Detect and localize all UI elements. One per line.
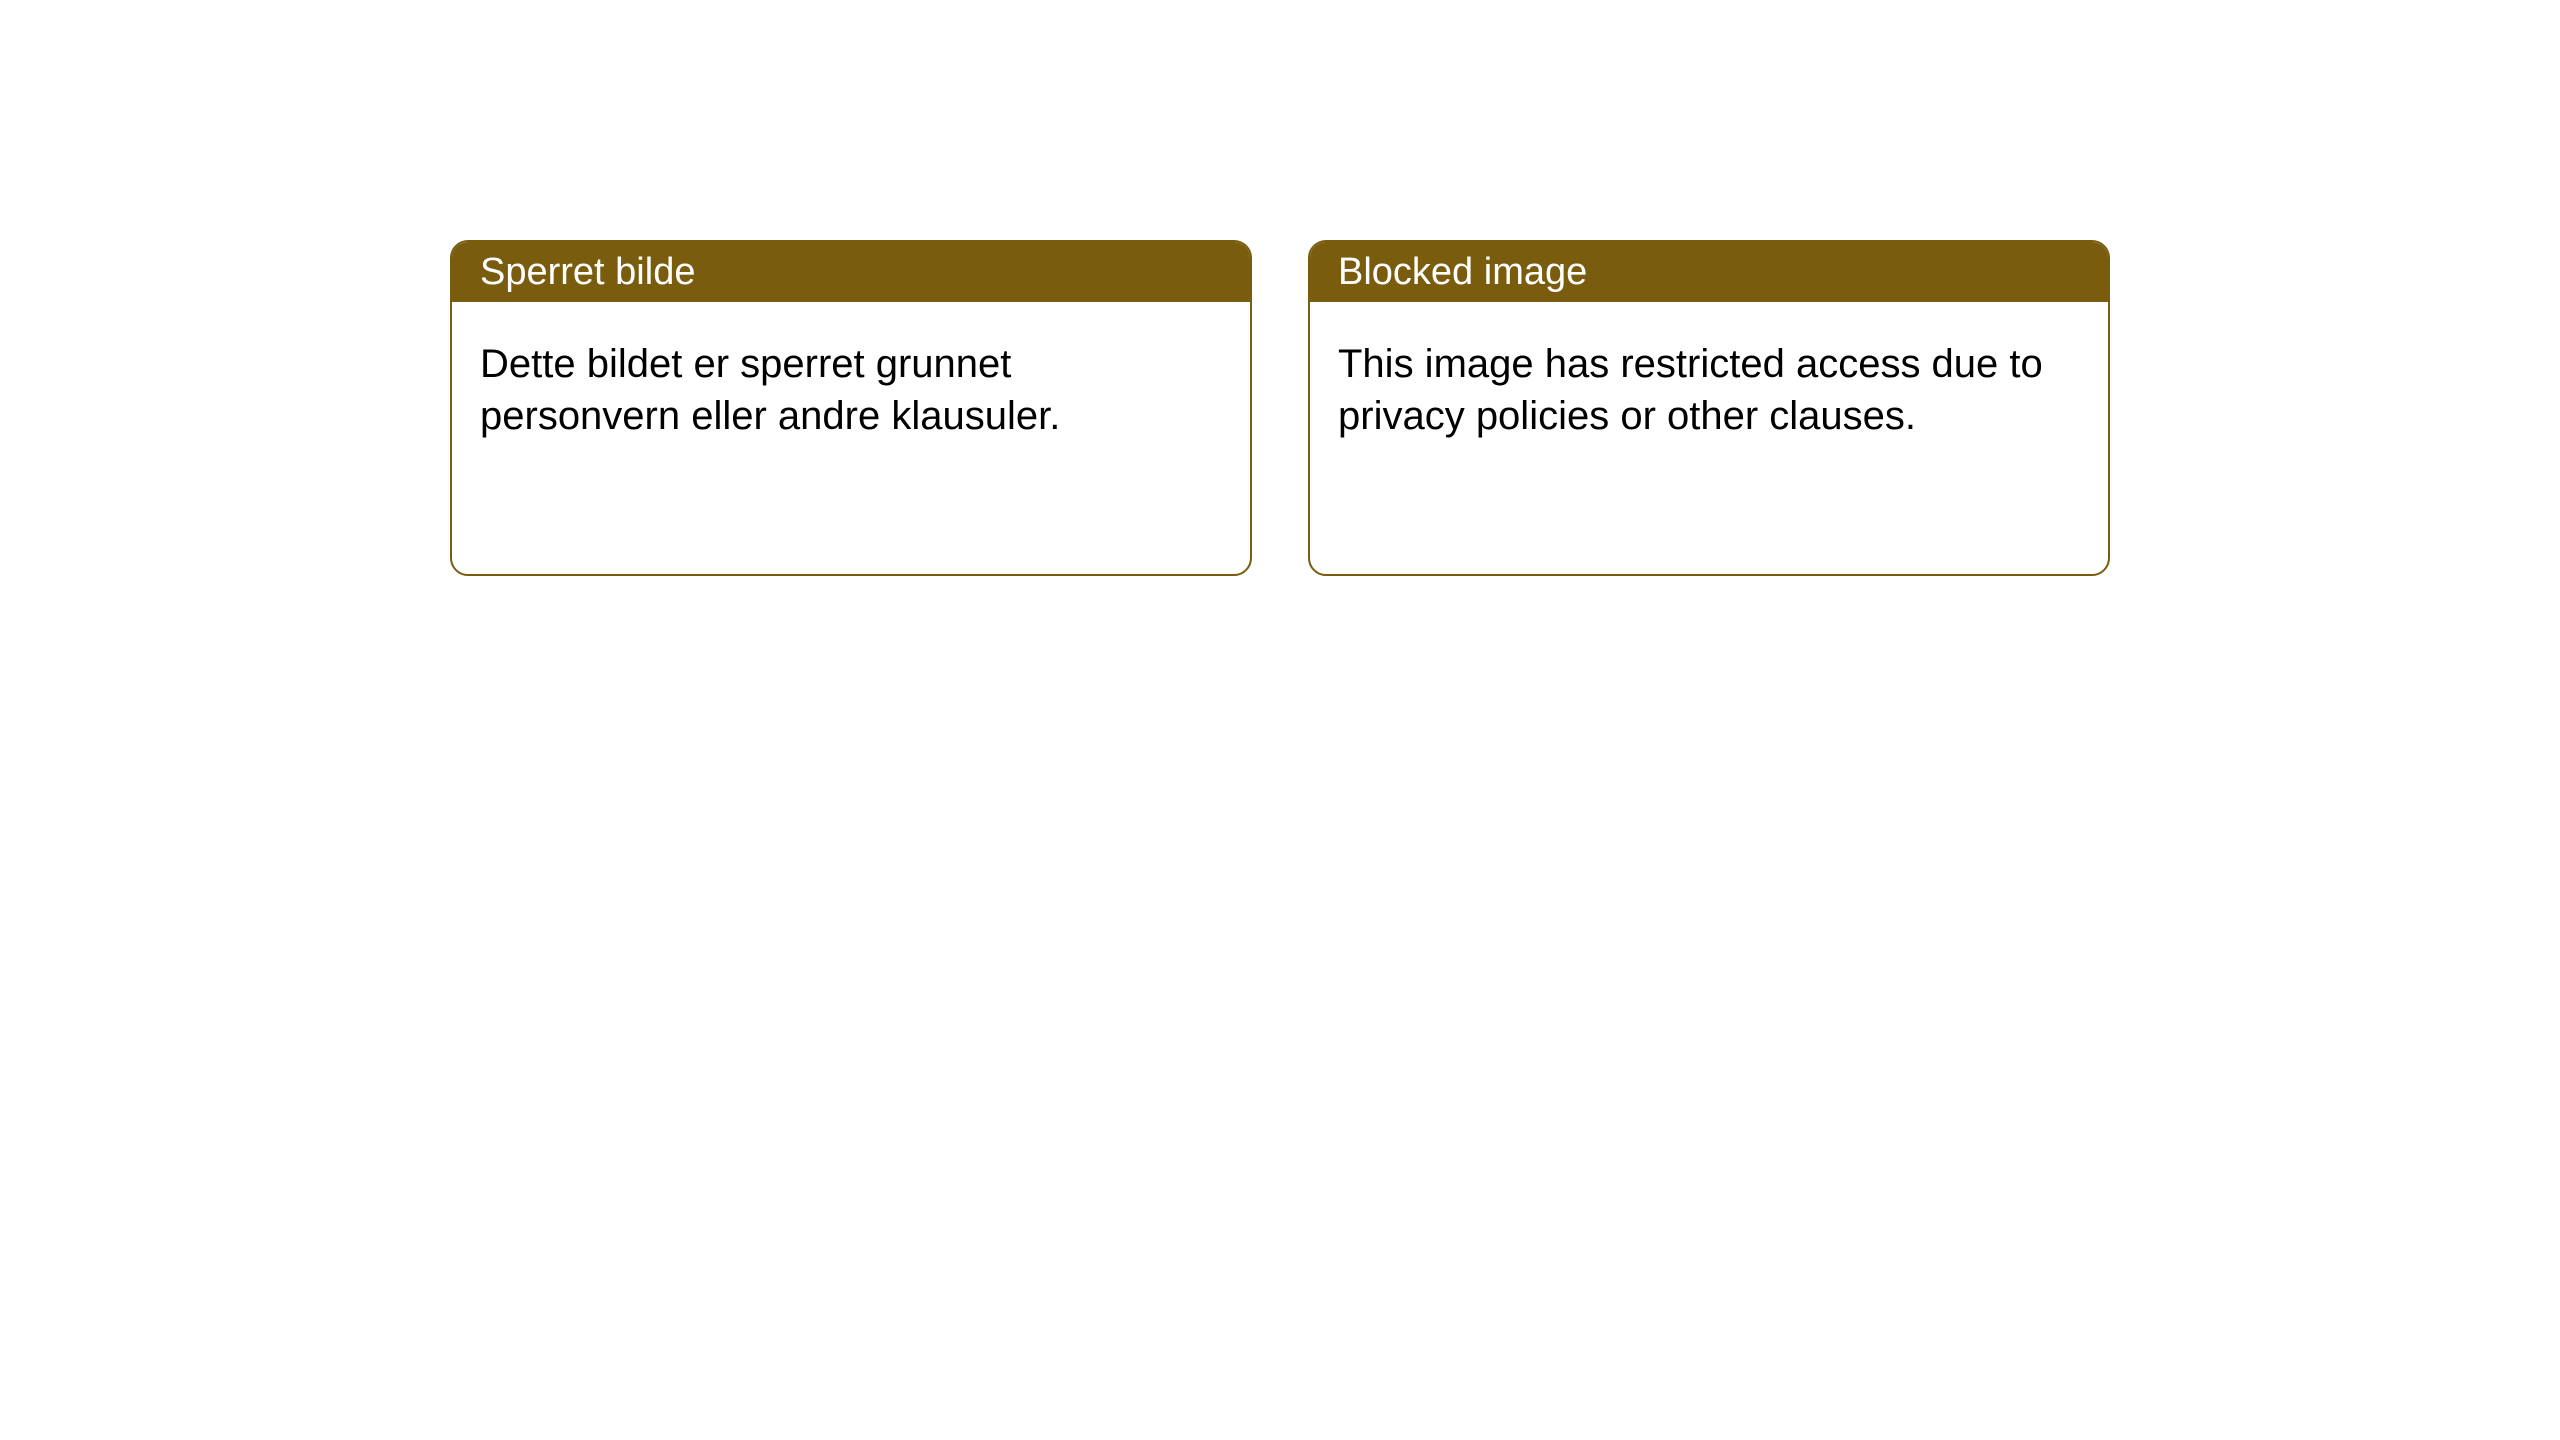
card-title: Sperret bilde	[480, 251, 695, 294]
notice-card-english: Blocked image This image has restricted …	[1308, 240, 2110, 576]
card-header: Blocked image	[1310, 242, 2108, 302]
card-header: Sperret bilde	[452, 242, 1250, 302]
card-body-text: Dette bildet er sperret grunnet personve…	[480, 342, 1060, 438]
notice-container: Sperret bilde Dette bildet er sperret gr…	[0, 0, 2560, 576]
notice-card-norwegian: Sperret bilde Dette bildet er sperret gr…	[450, 240, 1252, 576]
card-body: This image has restricted access due to …	[1310, 302, 2108, 478]
card-body: Dette bildet er sperret grunnet personve…	[452, 302, 1250, 478]
card-title: Blocked image	[1338, 251, 1587, 294]
card-body-text: This image has restricted access due to …	[1338, 342, 2043, 438]
